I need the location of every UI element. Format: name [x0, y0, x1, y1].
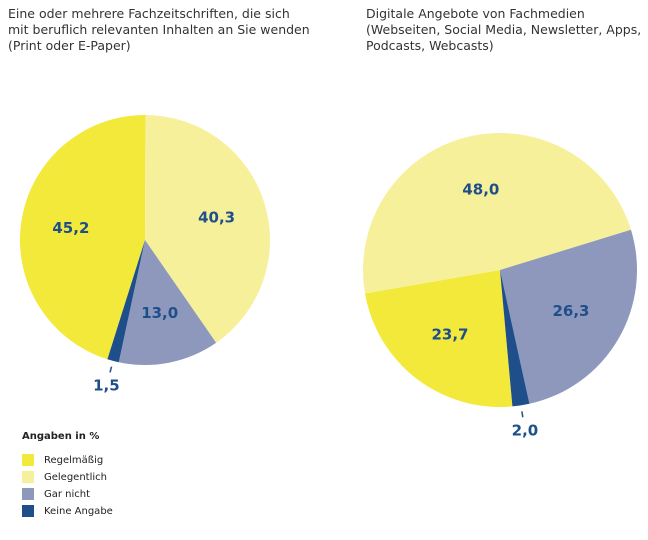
pie-slice — [118, 240, 217, 365]
legend-swatch — [22, 454, 34, 466]
pie-slice — [107, 240, 145, 363]
value-label: 13,0 — [141, 304, 178, 322]
value-label: 23,7 — [431, 326, 468, 344]
legend-label: Regelmäßig — [44, 455, 103, 466]
pie-slice — [365, 270, 513, 407]
legend-label: Gelegentlich — [44, 472, 107, 483]
value-label: 45,2 — [52, 219, 89, 237]
value-label: 1,5 — [93, 376, 120, 394]
pie-slice — [145, 115, 270, 343]
pie-slice — [19, 115, 146, 360]
pie-slice — [500, 270, 530, 407]
value-label: 2,0 — [512, 422, 539, 440]
legend-label: Gar nicht — [44, 489, 90, 500]
value-label: 48,0 — [462, 181, 499, 199]
leader-line — [109, 366, 113, 373]
legend-swatch — [22, 488, 34, 500]
leader-line — [521, 411, 524, 418]
chart-title: Digitale Angebote von Fachmedien (Websei… — [366, 6, 642, 53]
legend-swatch — [22, 505, 34, 517]
legend-label: Keine Angabe — [44, 506, 113, 517]
value-label: 40,3 — [198, 208, 235, 226]
pie-slice — [500, 229, 637, 404]
value-label: 26,3 — [552, 302, 589, 320]
chart-title: Eine oder mehrere Fachzeitschriften, die… — [8, 6, 310, 53]
legend-swatch — [22, 471, 34, 483]
pie-slice — [362, 132, 631, 294]
legend-title: Angaben in % — [22, 431, 99, 442]
